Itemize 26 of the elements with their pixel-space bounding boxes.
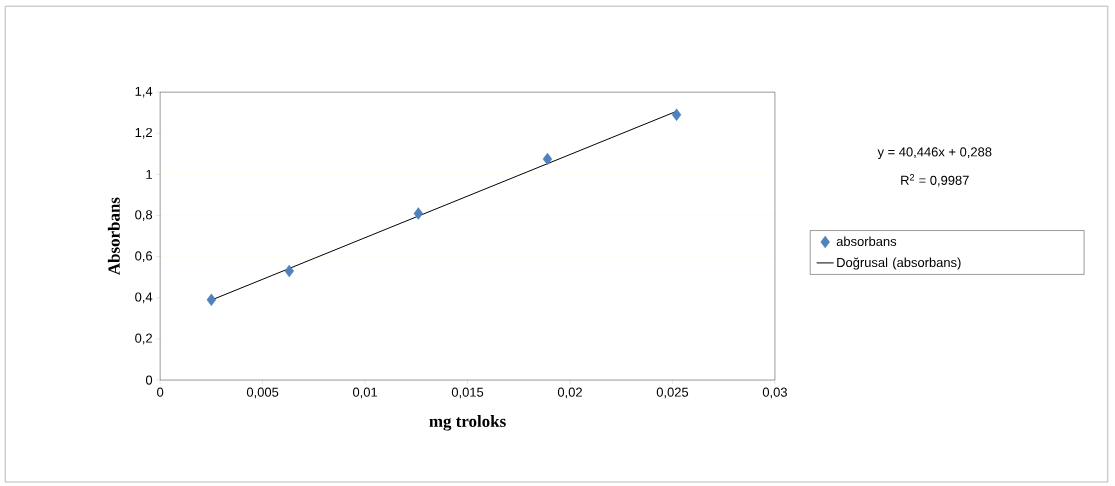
point — [206, 293, 217, 306]
point — [542, 152, 553, 166]
point — [413, 207, 424, 220]
point — [671, 108, 682, 121]
legend-label: absorbans — [836, 236, 897, 246]
x-tick-label: 0,015 — [451, 387, 484, 399]
y-tick-label: 0,4 — [135, 292, 153, 304]
x-tick-label: 0,025 — [656, 387, 689, 399]
y-tick-label: 0,8 — [135, 210, 153, 221]
y-tick-label: 0,2 — [135, 333, 152, 345]
text: R$^{2}$ = 0,9987 — [901, 173, 969, 187]
y-tick-label: 1,4 — [135, 86, 153, 98]
x-tick-label: 0,03 — [762, 387, 787, 399]
point — [284, 264, 294, 278]
y-tick-label: 1,2 — [135, 127, 152, 139]
x-tick-label: 0,005 — [246, 387, 279, 399]
y-tick-label: 1 — [146, 169, 152, 179]
x-axis-title: mg troloks — [429, 415, 506, 431]
y-tick-label: 0 — [145, 375, 153, 385]
x-tick-label: 0,02 — [557, 387, 582, 399]
x-tick-label: 0 — [157, 387, 164, 397]
y-axis-title: Absorbans — [107, 197, 120, 275]
x-tick-label: 0,01 — [352, 387, 378, 399]
text: y = 40,446x + 0,288 — [877, 147, 992, 159]
legend-label: Doğrusal (absorbans) — [837, 257, 961, 270]
y-tick-label: 0,6 — [135, 251, 153, 262]
